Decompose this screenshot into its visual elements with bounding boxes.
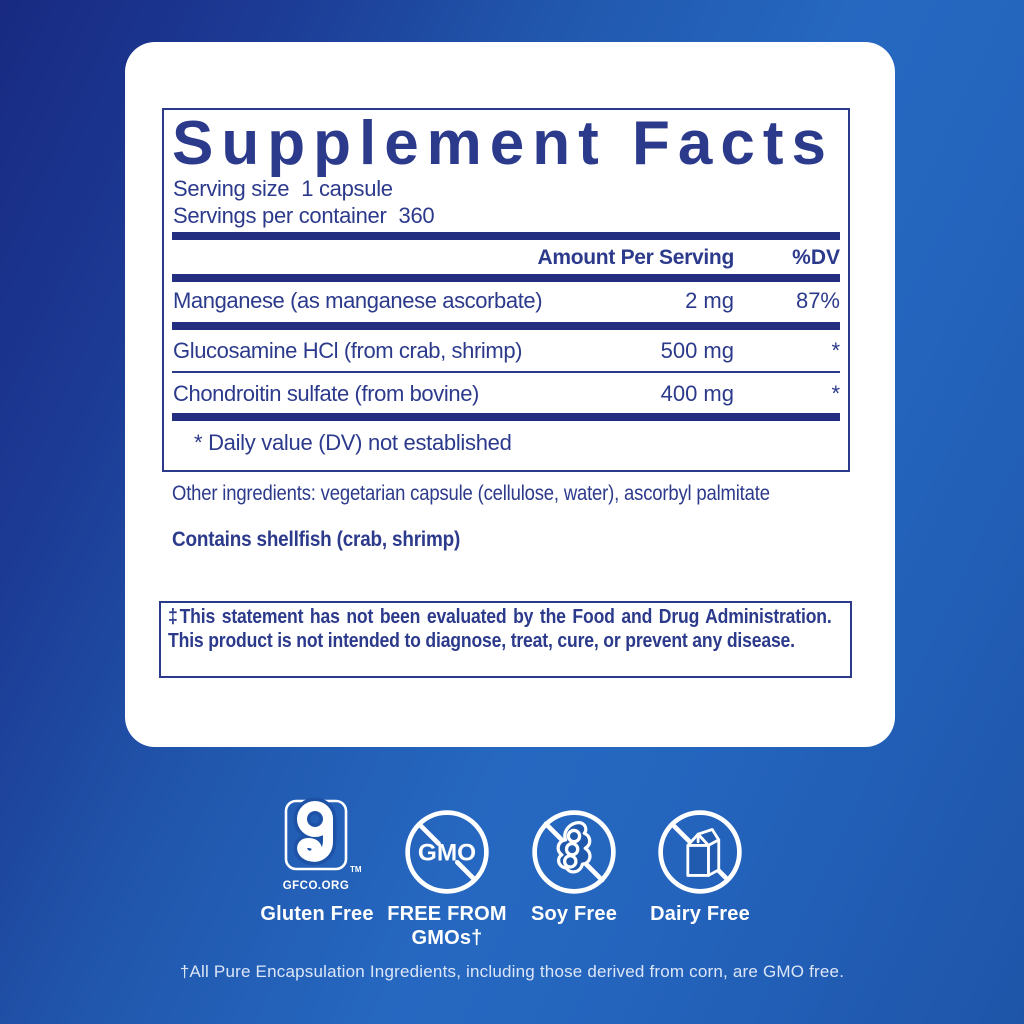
badge-label: FREE FROM GMOs† <box>387 903 507 949</box>
ingredient-name: Glucosamine HCl (from crab, shrimp) <box>173 338 523 363</box>
badge-gmo-free: GMO FREE FROM GMOs† <box>377 795 517 950</box>
other-ingredients: Other ingredients: vegetarian capsule (c… <box>172 482 770 505</box>
divider-thick <box>172 232 840 240</box>
badge-dairy-free: Dairy Free <box>630 795 770 926</box>
ingredient-dv: 87% <box>795 288 840 313</box>
gmo-footnote: †All Pure Encapsulation Ingredients, inc… <box>179 962 845 981</box>
badge-label: Soy Free <box>530 903 618 925</box>
gmo-circle-text: GMO <box>418 839 476 866</box>
divider-thin <box>172 371 840 373</box>
dv-footnote: * Daily value (DV) not established <box>194 430 512 455</box>
badge-gluten-free: TM GFCO.ORG Gluten Free <box>247 795 387 926</box>
amount-column-header: Amount Per Serving <box>537 246 735 269</box>
table-row: Glucosamine HCl (from crab, shrimp) 500 … <box>164 336 848 366</box>
badge-label: Gluten Free <box>260 903 374 925</box>
ingredient-name: Manganese (as manganese ascorbate) <box>173 288 543 313</box>
ingredient-amount: 2 mg <box>685 288 734 313</box>
servings-per-container-label: Servings per container <box>173 203 387 228</box>
table-header-row: Amount Per Serving %DV <box>164 244 848 272</box>
gluten-free-gfco-icon: TM GFCO.ORG <box>247 795 387 897</box>
badge-label: Dairy Free <box>650 903 750 925</box>
facts-title: Supplement Facts <box>172 109 834 178</box>
supplement-label-card: Supplement Facts Serving size 1 capsule S… <box>125 42 895 747</box>
serving-size-label: Serving size <box>173 176 290 201</box>
supplement-facts-panel: Supplement Facts Serving size 1 capsule S… <box>162 108 850 472</box>
gfco-org-text: GFCO.ORG <box>283 880 350 892</box>
table-row: Manganese (as manganese ascorbate) 2 mg … <box>164 286 848 316</box>
serving-size-value: 1 capsule <box>301 176 393 201</box>
fda-disclaimer-text: ‡This statement has not been evaluated b… <box>168 606 832 652</box>
ingredient-amount: 400 mg <box>660 381 734 406</box>
no-dairy-icon <box>630 795 770 897</box>
gfco-trademark-text: TM <box>350 865 362 874</box>
badge-soy-free: Soy Free <box>504 795 644 926</box>
ingredient-name: Chondroitin sulfate (from bovine) <box>173 381 479 406</box>
ingredient-dv: * <box>831 338 840 363</box>
servings-per-container-value: 360 <box>398 203 435 228</box>
servings-per-container-line: Servings per container 360 <box>173 203 435 229</box>
ingredient-dv: * <box>831 381 840 406</box>
serving-size-line: Serving size 1 capsule <box>173 176 393 202</box>
dv-column-header: %DV <box>792 246 840 269</box>
allergen-statement: Contains shellfish (crab, shrimp) <box>172 528 461 551</box>
ingredient-amount: 500 mg <box>660 338 734 363</box>
no-gmo-icon: GMO <box>377 795 517 897</box>
fda-disclaimer-box: ‡This statement has not been evaluated b… <box>159 601 852 678</box>
no-soy-icon <box>504 795 644 897</box>
table-row: Chondroitin sulfate (from bovine) 400 mg… <box>164 379 848 409</box>
divider-thick <box>172 322 840 330</box>
divider-thick <box>172 413 840 421</box>
divider-thick <box>172 274 840 282</box>
